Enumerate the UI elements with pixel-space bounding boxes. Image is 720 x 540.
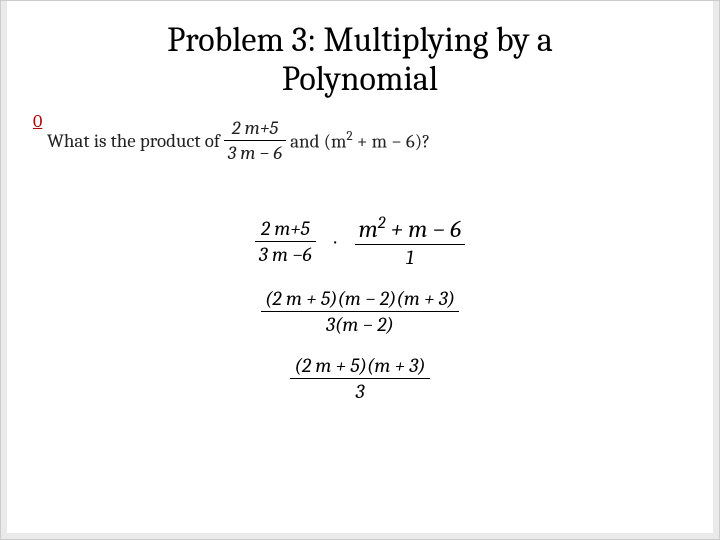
multiplication-dot: · xyxy=(334,230,336,253)
step2-num: (2 m + 5)(m − 2)(m + 3) xyxy=(261,287,459,310)
step1-right-num: m2 + m − 6 xyxy=(355,214,466,243)
fraction-bar xyxy=(255,241,316,242)
step1-left-fraction: 2 m+5 3 m −6 xyxy=(255,217,316,266)
step-3: (2 m + 5)(m + 3) 3 xyxy=(41,354,679,403)
step-2: (2 m + 5)(m − 2)(m + 3) 3(m − 2) xyxy=(41,287,679,336)
q-frac-numerator: 2 m+5 xyxy=(228,117,282,139)
fraction-bar xyxy=(290,378,429,379)
bullet-marker: 0 xyxy=(33,111,42,132)
question-line: What is the product of 2 m+5 3 m − 6 and… xyxy=(47,117,679,164)
fraction-bar xyxy=(355,244,466,245)
step2-fraction: (2 m + 5)(m − 2)(m + 3) 3(m − 2) xyxy=(261,287,459,336)
step2-den: 3(m − 2) xyxy=(322,313,398,336)
step3-den: 3 xyxy=(352,380,369,403)
step1-right-den: 1 xyxy=(402,246,418,269)
step3-fraction: (2 m + 5)(m + 3) 3 xyxy=(290,354,429,403)
fraction-bar xyxy=(224,140,286,141)
fraction-bar xyxy=(261,311,459,312)
slide: Problem 3: Multiplying by a Polynomial 0… xyxy=(0,0,720,540)
question-prefix: What is the product of xyxy=(47,130,220,152)
step-1: 2 m+5 3 m −6 · m2 + m − 6 1 xyxy=(41,214,679,269)
title-line-1: Problem 3: Multiplying by a xyxy=(167,20,553,60)
step3-num: (2 m + 5)(m + 3) xyxy=(290,354,429,377)
question-fraction: 2 m+5 3 m − 6 xyxy=(224,117,286,164)
q-frac-denominator: 3 m − 6 xyxy=(224,142,286,164)
step1-left-den: 3 m −6 xyxy=(255,243,316,266)
step1-left-num: 2 m+5 xyxy=(257,217,314,240)
step1-right-fraction: m2 + m − 6 1 xyxy=(355,214,466,269)
slide-title: Problem 3: Multiplying by a Polynomial xyxy=(41,21,679,99)
question-mid: and (m2 + m − 6)? xyxy=(290,129,430,152)
title-line-2: Polynomial xyxy=(282,59,438,99)
